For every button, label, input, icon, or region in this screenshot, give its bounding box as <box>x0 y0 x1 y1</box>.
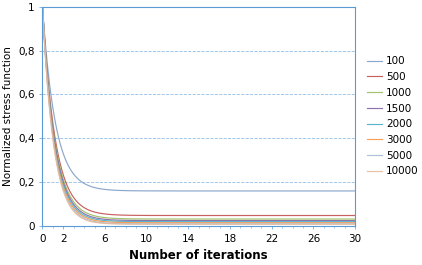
100 <box>40 5 45 8</box>
3000 <box>298 221 303 224</box>
500 <box>195 214 200 217</box>
500 <box>40 5 45 8</box>
100 <box>135 189 141 192</box>
Line: 1500: 1500 <box>43 7 355 220</box>
1500 <box>40 5 45 8</box>
2000 <box>49 116 54 119</box>
2000 <box>195 220 200 223</box>
2000 <box>352 220 357 223</box>
1000 <box>49 111 54 114</box>
10000 <box>311 223 316 226</box>
100 <box>49 94 54 97</box>
100 <box>298 189 303 193</box>
Line: 3000: 3000 <box>43 7 355 223</box>
500 <box>135 214 141 217</box>
500 <box>311 214 316 217</box>
Line: 100: 100 <box>43 7 355 191</box>
Line: 500: 500 <box>43 7 355 215</box>
500 <box>250 214 255 217</box>
1500 <box>311 219 316 222</box>
Line: 5000: 5000 <box>43 7 355 224</box>
500 <box>49 108 54 111</box>
500 <box>298 214 303 217</box>
X-axis label: Number of iterations: Number of iterations <box>130 249 268 262</box>
1000 <box>135 217 141 220</box>
10000 <box>40 5 45 8</box>
5000 <box>135 222 141 225</box>
2000 <box>311 220 316 223</box>
100 <box>250 189 255 193</box>
5000 <box>352 222 357 226</box>
1000 <box>195 217 200 220</box>
1500 <box>352 219 357 222</box>
5000 <box>49 120 54 123</box>
1000 <box>298 217 303 220</box>
Line: 10000: 10000 <box>43 7 355 224</box>
3000 <box>352 221 357 224</box>
1000 <box>250 217 255 220</box>
3000 <box>311 221 316 224</box>
5000 <box>40 5 45 8</box>
100 <box>195 189 200 193</box>
3000 <box>49 118 54 121</box>
Line: 1000: 1000 <box>43 7 355 219</box>
10000 <box>49 122 54 125</box>
5000 <box>195 222 200 226</box>
100 <box>311 189 316 193</box>
5000 <box>250 222 255 226</box>
5000 <box>298 222 303 226</box>
1500 <box>250 219 255 222</box>
1000 <box>40 5 45 8</box>
100 <box>352 189 357 193</box>
3000 <box>195 221 200 224</box>
10000 <box>352 223 357 226</box>
10000 <box>195 223 200 226</box>
2000 <box>135 220 141 223</box>
1500 <box>135 219 141 222</box>
Y-axis label: Normalized stress function: Normalized stress function <box>3 46 13 186</box>
10000 <box>250 223 255 226</box>
Line: 2000: 2000 <box>43 7 355 222</box>
1500 <box>195 219 200 222</box>
3000 <box>250 221 255 224</box>
10000 <box>135 223 141 226</box>
1000 <box>352 217 357 220</box>
5000 <box>311 222 316 226</box>
10000 <box>298 223 303 226</box>
1500 <box>298 219 303 222</box>
1000 <box>311 217 316 220</box>
2000 <box>40 5 45 8</box>
3000 <box>40 5 45 8</box>
500 <box>352 214 357 217</box>
Legend: 100, 500, 1000, 1500, 2000, 3000, 5000, 10000: 100, 500, 1000, 1500, 2000, 3000, 5000, … <box>367 56 419 176</box>
1500 <box>49 113 54 117</box>
3000 <box>135 221 141 224</box>
2000 <box>250 220 255 223</box>
2000 <box>298 220 303 223</box>
